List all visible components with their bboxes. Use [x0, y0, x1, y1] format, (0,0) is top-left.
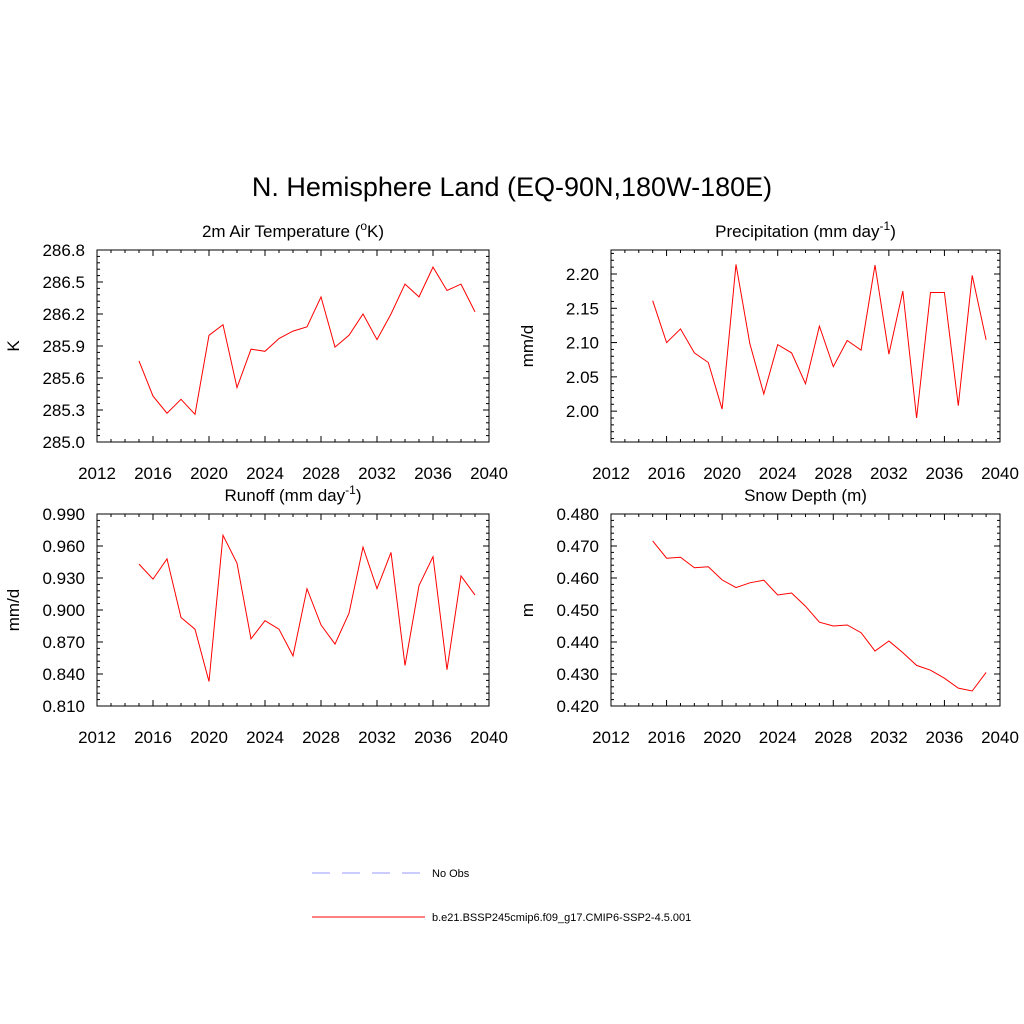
y-axis-label: mm/d [518, 325, 537, 368]
y-tick-label: 285.6 [42, 369, 85, 388]
x-tick-label: 2016 [134, 464, 172, 483]
panel-title-superscript: o [360, 219, 367, 233]
x-tick-label: 2032 [358, 728, 396, 747]
panel-title: Runoff (mm day-1) [225, 483, 362, 505]
panel-title-suffix: ) [356, 486, 362, 505]
legend: No Obs b.e21.BSSP245cmip6.f09_g17.CMIP6-S… [312, 868, 691, 924]
x-tick-label: 2024 [759, 728, 797, 747]
x-tick-label: 2036 [926, 728, 964, 747]
panel-title-text: Precipitation (mm day [715, 222, 880, 241]
panel-title: Precipitation (mm day-1) [715, 219, 896, 241]
y-tick-label: 0.870 [42, 633, 85, 652]
series-line [138, 266, 476, 416]
panel-1: 2012 2016 2020 2024 2028 2032 2036 2040 285.0 285… [4, 219, 508, 483]
y-tick-label: 286.5 [42, 273, 85, 292]
panel-title-suffix: K) [367, 222, 384, 241]
y-tick-label: 0.420 [556, 697, 599, 716]
panel-title: Snow Depth (m) [744, 486, 867, 505]
panel-title-superscript: -1 [880, 219, 891, 233]
x-tick-label: 2020 [703, 728, 741, 747]
x-tick-label: 2024 [246, 464, 284, 483]
y-tick-label: 0.810 [42, 697, 85, 716]
y-tick-label: 2.00 [566, 402, 599, 421]
panels: 2012 2016 2020 2024 2028 2032 2036 2040 285.0 285… [4, 219, 1019, 747]
x-tick-label: 2020 [190, 464, 228, 483]
plot-frame [96, 249, 490, 443]
series-line [652, 540, 987, 692]
x-tick-label: 2032 [870, 464, 908, 483]
y-tick-label: 0.960 [42, 537, 85, 556]
x-tick-label: 2028 [302, 728, 340, 747]
series-line [138, 533, 476, 682]
panel-title-text: 2m Air Temperature ( [202, 222, 361, 241]
panel-2: 2012 2016 2020 2024 2028 2032 2036 2040 2.00 2.05… [518, 219, 1019, 483]
plot-frame [610, 513, 1001, 707]
legend-label-2: b.e21.BSSP245cmip6.f09_g17.CMIP6-SSP2-4.… [432, 912, 691, 924]
panel-title-superscript: -1 [345, 483, 356, 497]
panel-3: 2012 2016 2020 2024 2028 2032 2036 2040 0.810 0.8… [4, 483, 508, 747]
y-tick-label: 286.2 [42, 305, 85, 324]
x-tick-label: 2040 [981, 464, 1019, 483]
y-tick-label: 2.05 [566, 368, 599, 387]
panel-4: 2012 2016 2020 2024 2028 2032 2036 2040 0.420 0.4… [518, 486, 1019, 747]
x-tick-label: 2028 [814, 464, 852, 483]
x-tick-label: 2012 [78, 728, 116, 747]
x-tick-label: 2028 [302, 464, 340, 483]
x-tick-label: 2036 [414, 728, 452, 747]
x-tick-label: 2040 [470, 728, 508, 747]
x-tick-label: 2032 [358, 464, 396, 483]
x-tick-label: 2028 [814, 728, 852, 747]
y-tick-label: 285.9 [42, 337, 85, 356]
figure-title: N. Hemisphere Land (EQ-90N,180W-180E) [252, 172, 772, 202]
y-tick-label: 286.8 [42, 241, 85, 260]
y-tick-label: 2.10 [566, 334, 599, 353]
x-tick-label: 2040 [470, 464, 508, 483]
y-tick-label: 285.3 [42, 401, 85, 420]
plot-frame [96, 513, 490, 707]
series-line [652, 264, 987, 419]
y-tick-label: 0.930 [42, 569, 85, 588]
x-tick-label: 2036 [414, 464, 452, 483]
panel-title-suffix: ) [890, 222, 896, 241]
panel-title: 2m Air Temperature (oK) [202, 219, 384, 241]
panel-title-text: Runoff (mm day [225, 486, 346, 505]
x-tick-label: 2040 [981, 728, 1019, 747]
x-tick-label: 2016 [648, 464, 686, 483]
x-tick-label: 2016 [134, 728, 172, 747]
x-tick-label: 2032 [870, 728, 908, 747]
plot-frame [610, 249, 1001, 443]
x-tick-label: 2020 [703, 464, 741, 483]
x-tick-label: 2036 [926, 464, 964, 483]
y-tick-label: 0.840 [42, 665, 85, 684]
x-tick-label: 2020 [190, 728, 228, 747]
y-tick-label: 0.480 [556, 505, 599, 524]
panel-title-text: Snow Depth (m) [744, 486, 867, 505]
y-tick-label: 285.0 [42, 433, 85, 452]
x-tick-label: 2012 [592, 464, 630, 483]
x-tick-label: 2024 [759, 464, 797, 483]
y-tick-label: 0.430 [556, 665, 599, 684]
y-tick-label: 2.15 [566, 299, 599, 318]
y-tick-label: 0.450 [556, 601, 599, 620]
y-tick-label: 0.990 [42, 505, 85, 524]
y-axis-label: mm/d [4, 589, 23, 632]
x-tick-label: 2024 [246, 728, 284, 747]
y-tick-label: 0.470 [556, 537, 599, 556]
x-tick-label: 2012 [78, 464, 116, 483]
x-tick-label: 2016 [648, 728, 686, 747]
y-tick-label: 0.440 [556, 633, 599, 652]
y-axis-label: m [518, 603, 537, 617]
x-tick-label: 2012 [592, 728, 630, 747]
legend-label-1: No Obs [432, 868, 470, 880]
y-tick-label: 0.460 [556, 569, 599, 588]
y-tick-label: 0.900 [42, 601, 85, 620]
y-tick-label: 2.20 [566, 265, 599, 284]
y-axis-label: K [4, 340, 23, 352]
